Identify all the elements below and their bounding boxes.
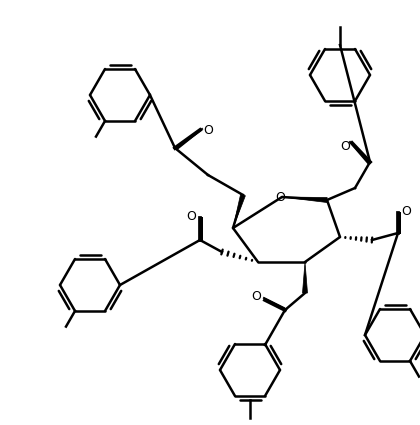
Text: O: O [275,190,285,204]
Polygon shape [233,194,245,228]
Text: O: O [186,210,196,223]
Text: O: O [251,291,261,303]
Text: O: O [203,124,213,136]
Polygon shape [282,197,327,202]
Text: O: O [340,139,350,153]
Text: O: O [401,204,411,218]
Polygon shape [302,262,307,293]
